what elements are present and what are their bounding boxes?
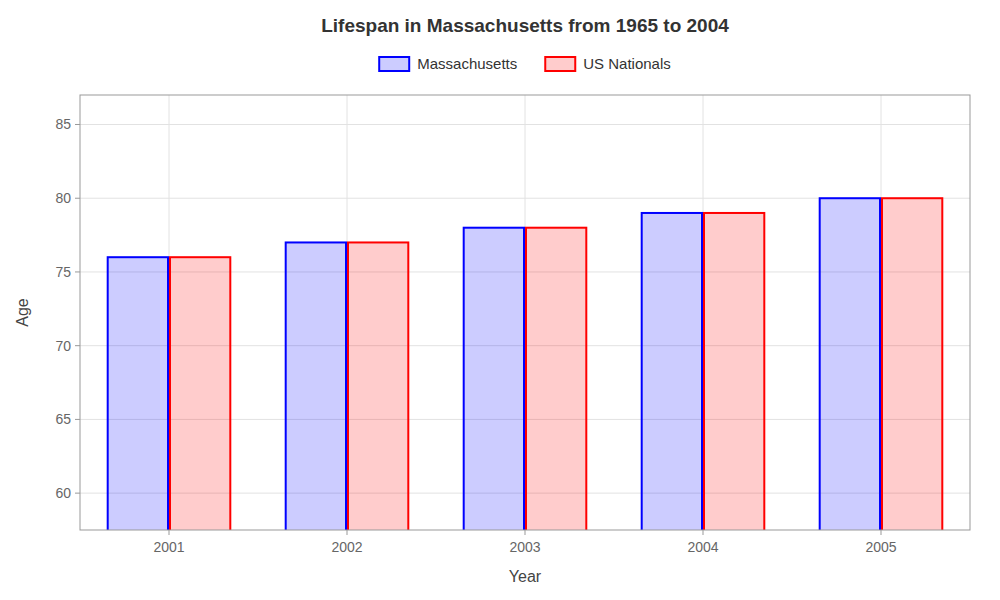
bars <box>108 198 943 530</box>
bar <box>820 198 880 530</box>
y-tick <box>75 345 80 346</box>
y-axis: 60 65 70 75 80 85 <box>55 116 80 501</box>
x-tick <box>169 530 170 535</box>
legend-swatch <box>379 57 409 71</box>
y-tick-label: 70 <box>55 338 71 354</box>
x-axis-label: Year <box>509 568 542 585</box>
y-tick-label: 80 <box>55 190 71 206</box>
y-tick <box>75 271 80 272</box>
legend-swatch <box>545 57 575 71</box>
y-tick <box>75 124 80 125</box>
bar <box>704 213 764 530</box>
bar <box>464 228 524 530</box>
title: Lifespan in Massachusetts from 1965 to 2… <box>321 15 729 36</box>
x-tick-label: 2004 <box>687 539 718 555</box>
y-tick-label: 65 <box>55 411 71 427</box>
plot-frame <box>80 95 970 530</box>
legend-label: Massachusetts <box>417 55 517 72</box>
legend-item: Massachusetts <box>379 55 517 72</box>
y-tick-label: 60 <box>55 485 71 501</box>
bar <box>286 242 346 530</box>
x-tick-label: 2002 <box>331 539 362 555</box>
legend-label: US Nationals <box>583 55 671 72</box>
chart-container: Lifespan in Massachusetts from 1965 to 2… <box>0 0 1000 600</box>
x-tick <box>347 530 348 535</box>
legend-item: US Nationals <box>545 55 671 72</box>
x-tick-label: 2005 <box>865 539 896 555</box>
chart-svg: Lifespan in Massachusetts from 1965 to 2… <box>0 0 1000 600</box>
bar <box>108 257 168 530</box>
x-tick-label: 2001 <box>153 539 184 555</box>
y-axis-label: Age <box>14 298 31 327</box>
bar <box>642 213 702 530</box>
y-tick-label: 85 <box>55 116 71 132</box>
bar <box>348 242 408 530</box>
bar <box>882 198 942 530</box>
y-tick-label: 75 <box>55 264 71 280</box>
y-tick <box>75 493 80 494</box>
y-tick <box>75 198 80 199</box>
x-tick <box>881 530 882 535</box>
x-tick-label: 2003 <box>509 539 540 555</box>
legend: Massachusetts US Nationals <box>379 55 671 72</box>
bar <box>526 228 586 530</box>
x-tick <box>525 530 526 535</box>
x-axis: 2001 2002 2003 2004 2005 <box>153 530 896 555</box>
x-tick <box>703 530 704 535</box>
bar <box>170 257 230 530</box>
y-tick <box>75 419 80 420</box>
